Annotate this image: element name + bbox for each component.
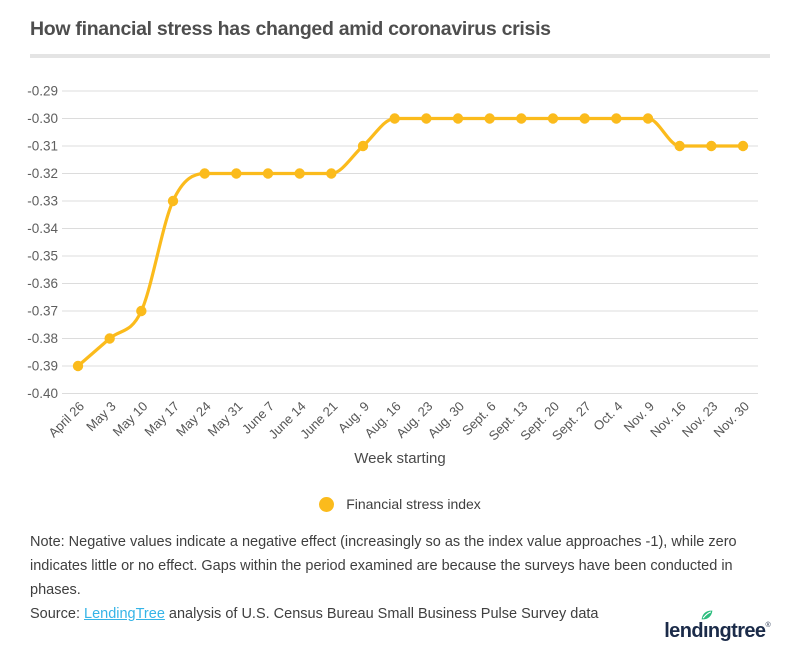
y-tick-label: -0.40 (27, 386, 58, 401)
legend-label: Financial stress index (346, 496, 481, 512)
registered-mark: ® (765, 622, 770, 629)
chart-footnote: Note: Negative values indicate a negativ… (30, 530, 780, 626)
financial-stress-line-chart: -0.29 -0.30 -0.31 -0.32 -0.33 -0.34 -0.35 -0.36… (27, 84, 758, 443)
data-point-marker (674, 140, 685, 152)
lendingtree-link[interactable]: LendingTree (84, 606, 165, 622)
y-tick-label: -0.39 (27, 359, 58, 374)
y-tick-label: -0.35 (27, 249, 58, 264)
y-tick-label: -0.34 (27, 221, 58, 236)
legend-marker-icon (319, 496, 335, 512)
data-point-marker (452, 113, 464, 124)
data-point-marker (516, 113, 527, 124)
data-point-marker (579, 113, 590, 124)
data-point-marker (421, 113, 432, 124)
data-point-marker (199, 168, 210, 179)
data-point-marker (737, 140, 749, 152)
chart-title: How financial stress has changed amid co… (30, 18, 551, 40)
x-tick-label: May 24 (173, 399, 214, 440)
data-point-marker (357, 140, 369, 152)
logo-text-i: ı (702, 620, 709, 642)
data-point-marker (72, 360, 84, 372)
data-point-marker (294, 168, 305, 179)
x-tick-label: Oct. 4 (590, 399, 625, 434)
y-tick-label: -0.33 (27, 194, 58, 209)
data-point-marker (484, 113, 495, 124)
x-tick-label: May 10 (110, 399, 151, 440)
data-point-marker (611, 113, 622, 124)
x-axis-title: Week starting (354, 450, 446, 467)
data-point-marker (326, 168, 337, 179)
data-point-marker (231, 168, 242, 179)
logo-text-ngtree: ngtree (707, 620, 766, 642)
y-tick-label: -0.30 (27, 111, 58, 126)
data-point-marker (167, 195, 179, 207)
note-text: Note: Negative values indicate a negativ… (30, 534, 737, 598)
logo-text-lend: lend (664, 620, 703, 642)
source-line: Source: LendingTree analysis of U.S. Cen… (30, 602, 780, 626)
y-tick-label: -0.36 (27, 276, 58, 291)
x-tick-label: Nov. 30 (711, 399, 753, 441)
source-suffix: analysis of U.S. Census Bureau Small Bus… (164, 606, 599, 622)
series-line (76, 116, 745, 368)
lendingtree-logo: lend ı ngtree ® (664, 610, 771, 643)
y-tick-label: -0.32 (27, 166, 58, 181)
title-divider (30, 54, 770, 58)
data-point-marker (389, 113, 400, 124)
x-tick-label: May 31 (205, 399, 246, 440)
data-point-marker (706, 140, 717, 152)
source-prefix: Source: (30, 606, 84, 622)
y-tick-label: -0.31 (27, 139, 58, 154)
chart-legend: Financial stress index (0, 496, 800, 512)
data-point-marker (547, 113, 559, 124)
x-tick-label: May 17 (141, 399, 182, 440)
y-tick-label: -0.38 (27, 331, 58, 346)
data-point-marker (642, 113, 654, 124)
data-point-marker (262, 168, 274, 179)
x-tick-label: April 26 (45, 399, 87, 441)
leaf-icon (701, 610, 713, 620)
data-point-marker (104, 333, 115, 344)
y-tick-label: -0.37 (27, 304, 58, 319)
data-point-marker (136, 305, 147, 317)
y-tick-label: -0.29 (27, 84, 58, 99)
